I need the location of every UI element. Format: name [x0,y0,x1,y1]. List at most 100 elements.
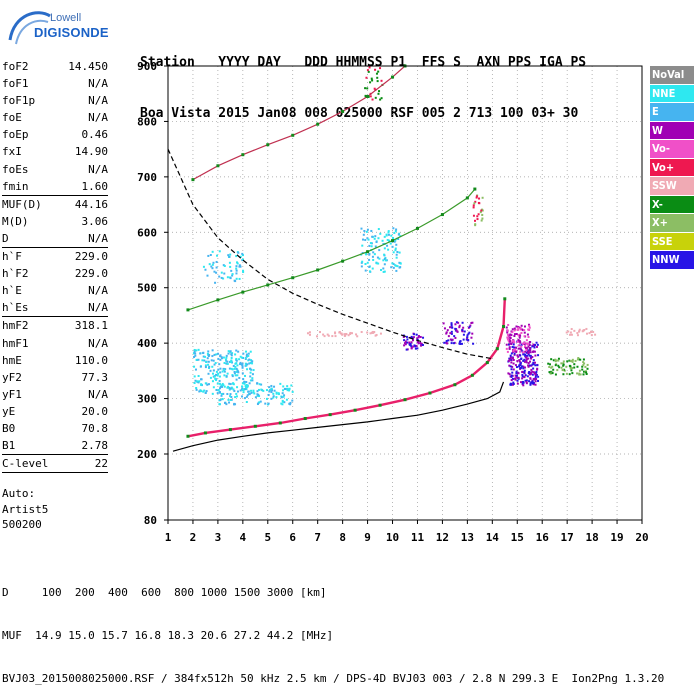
param-value: 110.0 [74,353,108,367]
echo-dot [450,322,453,325]
echo-dot [377,228,380,231]
echo-dot [251,360,254,363]
echo-dot [578,372,581,375]
echo-dot [369,332,372,335]
echo-dot [472,214,475,217]
echo-dot [248,362,251,365]
echo-dot [562,362,565,365]
echo-dot [415,344,418,347]
echo-dot [206,383,209,386]
echo-dot [232,383,235,386]
echo-dot [377,237,380,240]
echo-dot [215,266,218,269]
echo-dot [250,389,253,392]
echo-dot [527,362,530,365]
echo-dot [376,76,379,79]
series-point [328,413,332,417]
echo-dot [245,355,248,358]
param-row: M(D) 3.06 [2,213,108,230]
param-value: N/A [88,111,108,125]
echo-dot [478,197,481,200]
echo-dot [549,371,552,374]
echo-dot [507,359,510,362]
echo-dot [524,366,527,369]
series-point [341,109,345,113]
echo-dot [475,195,478,198]
echo-dot [560,362,563,365]
param-row: fxI 14.90 [2,143,108,160]
echo-dot [379,98,382,101]
echo-dot [521,380,524,383]
echo-dot [524,345,527,348]
echo-dot [477,201,480,204]
echo-dot [211,365,214,368]
echo-dot [222,277,225,280]
echo-dot [216,392,219,395]
echo-dot [532,361,535,364]
echo-dot [465,338,468,341]
echo-dot [195,388,198,391]
echo-dot [315,335,318,338]
echo-dot [252,389,255,392]
echo-dot [229,393,232,396]
echo-dot [585,332,588,335]
echo-dot [571,360,574,363]
param-value: 2.78 [81,439,109,453]
param-key: fmin [2,179,29,193]
echo-dot [210,359,213,362]
echo-dot [530,364,533,367]
echo-dot [220,271,223,274]
echo-dot [511,339,514,342]
param-key: h`F2 [2,267,29,281]
x-tick-label: 2 [190,531,197,544]
echo-dot [366,331,369,334]
echo-dot [215,271,218,274]
series-line [192,65,406,181]
echo-dot [512,381,515,384]
echo-dot [217,352,220,355]
echo-dot [323,335,326,338]
echo-dot [235,267,238,270]
echo-dot [239,389,242,392]
echo-dot [576,372,579,375]
param-divider [2,316,108,318]
echo-dot [562,363,565,366]
echo-dot [511,345,514,348]
echo-dot [240,356,243,359]
echo-dot [515,372,518,375]
series-point [440,213,444,217]
echo-dot [507,323,510,326]
legend-label: SSE [652,234,673,248]
echo-dot [474,219,477,222]
echo-dot [360,265,363,268]
echo-dot [272,392,275,395]
echo-dot [391,262,394,265]
echo-dot [565,372,568,375]
param-key: D [2,231,9,245]
echo-dot [212,375,215,378]
echo-dot [560,366,563,369]
series-point [186,434,190,438]
echo-dot [235,392,238,395]
legend-item: X- [650,195,694,213]
echo-dot [249,375,252,378]
echo-dot [246,385,249,388]
echo-dot [241,382,244,385]
echo-dot [378,249,381,252]
echo-dot [361,238,364,241]
echo-dot [206,357,209,360]
param-row: hmF1 N/A [2,335,108,352]
echo-dot [476,218,479,221]
echo-dot [417,336,420,339]
echo-dot [370,77,373,80]
echo-dot [376,80,379,83]
echo-dot [231,382,234,385]
echo-dot [366,237,369,240]
param-value: 44.16 [74,197,108,211]
echo-dot [368,265,371,268]
echo-dot [562,373,565,376]
echo-dot [511,377,514,380]
echo-dot [215,353,218,356]
echo-dot [510,361,513,364]
echo-dot [253,392,256,395]
